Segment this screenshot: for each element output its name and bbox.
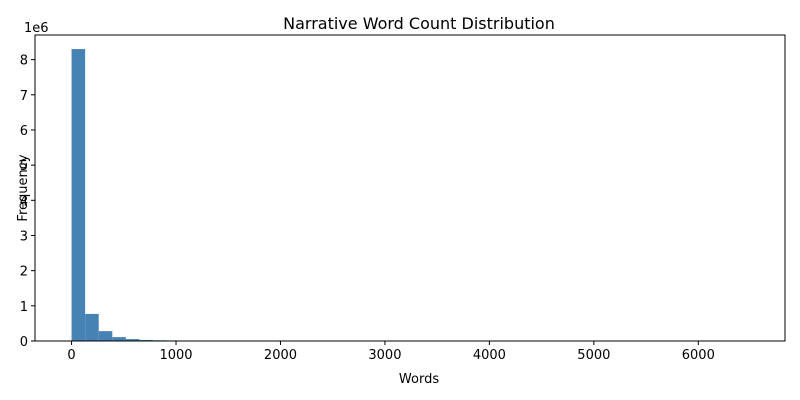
x-tick-label-4: 4000 xyxy=(473,348,506,363)
y-tick-label-4: 4 xyxy=(20,194,28,209)
y-axis-label: Frequency xyxy=(16,154,31,221)
y-tick-label-3: 3 xyxy=(20,229,28,244)
y-tick-label-8: 8 xyxy=(20,54,28,69)
histogram-bar-4 xyxy=(125,339,140,341)
x-tick-label-3: 3000 xyxy=(368,348,401,363)
histogram-bar-5 xyxy=(139,339,154,341)
histogram-bar-1 xyxy=(85,313,99,341)
y-tick-label-2: 2 xyxy=(20,265,28,280)
x-axis-label: Words xyxy=(399,372,439,387)
histogram-bars xyxy=(71,49,235,341)
x-tick-label-0: 0 xyxy=(67,348,75,363)
y-tick-label-7: 7 xyxy=(20,89,28,104)
y-tick-label-5: 5 xyxy=(20,159,28,174)
y-tick-label-6: 6 xyxy=(20,124,28,139)
histogram-bar-0 xyxy=(71,49,86,341)
chart-title: Narrative Word Count Distribution xyxy=(283,14,555,33)
x-tick-label-5: 5000 xyxy=(577,348,610,363)
y-axis-offset-label: 1e6 xyxy=(24,21,49,36)
x-tick-label-1: 1000 xyxy=(159,348,192,363)
plot-frame xyxy=(34,34,786,342)
histogram-bar-2 xyxy=(98,331,113,341)
y-axis-ticks: 0 1 2 3 4 5 6 7 8 xyxy=(20,54,35,350)
x-tick-label-6: 6000 xyxy=(682,348,715,363)
x-axis-ticks: 0 1000 2000 3000 4000 5000 6000 xyxy=(67,341,715,363)
y-tick-label-0: 0 xyxy=(20,335,28,350)
y-tick-label-1: 1 xyxy=(20,300,28,315)
histogram-bar-3 xyxy=(112,337,126,341)
x-tick-label-2: 2000 xyxy=(264,348,297,363)
